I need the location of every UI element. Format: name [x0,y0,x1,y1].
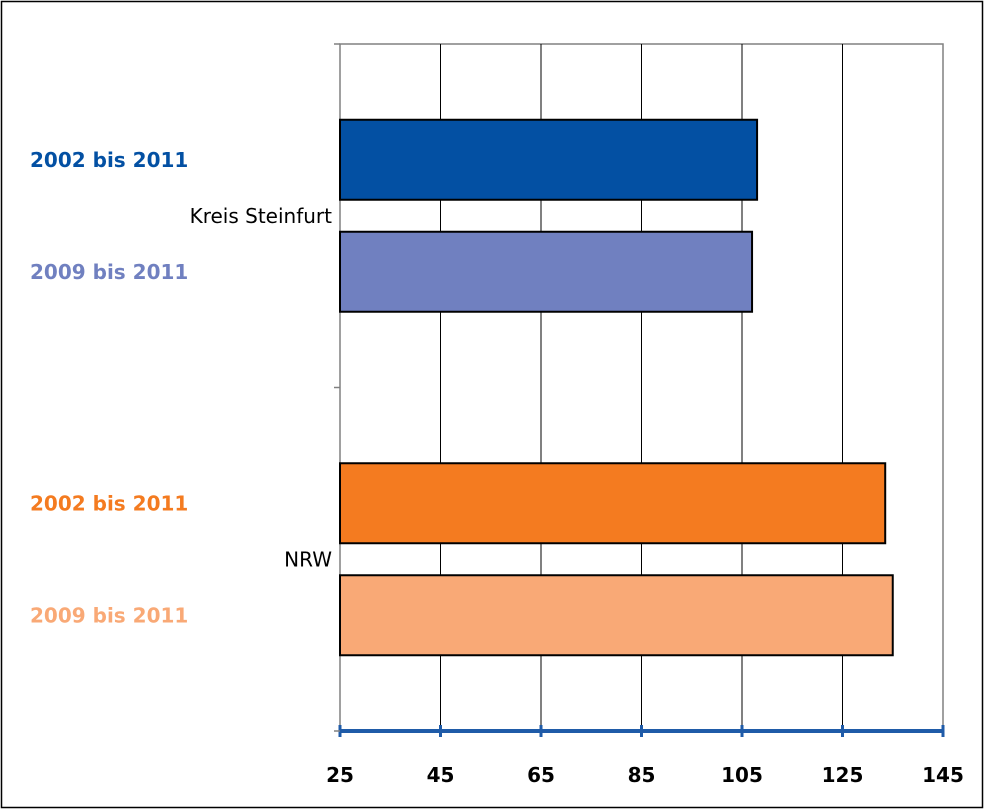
x-tick-label: 105 [721,763,763,787]
x-tick-label: 25 [326,763,354,787]
bar [339,574,894,657]
series-label: 2009 bis 2011 [30,603,188,627]
category-label: Kreis Steinfurt [190,204,333,228]
category-label: NRW [284,547,332,571]
x-tick-label: 125 [822,763,864,787]
x-tick-label: 45 [427,763,455,787]
labels: 25 45 65 85 105 125 145 Kreis Steinfurt 2002 bis… [30,148,964,787]
x-tick-label: 65 [527,763,555,787]
x-tick-label: 85 [628,763,656,787]
series-label: 2002 bis 2011 [30,148,188,172]
bars [339,118,894,657]
series-label: 2002 bis 2011 [30,491,188,515]
bar [339,230,754,313]
bar [339,462,887,545]
series-label: 2009 bis 2011 [30,260,188,284]
x-axis [334,43,945,737]
x-tick-label: 145 [922,763,964,787]
bar [339,118,759,201]
